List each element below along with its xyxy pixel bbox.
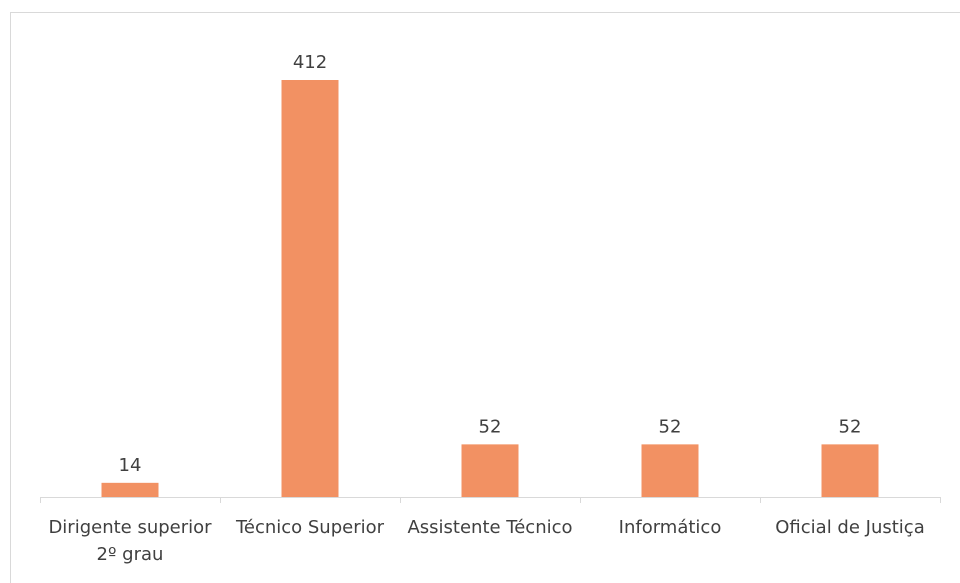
chart-frame (10, 12, 960, 583)
x-tick-label: Oficial de Justiça (775, 517, 925, 538)
x-tick-label: Dirigente superior 2º grau (48, 517, 212, 565)
x-tick-label: Técnico Superior (235, 517, 385, 538)
bar (461, 444, 519, 497)
data-label: 412 (293, 52, 327, 73)
bar (281, 80, 339, 497)
data-label: 52 (479, 416, 502, 437)
x-tick-label: Informático (618, 517, 722, 538)
bar (101, 482, 159, 497)
bar (641, 444, 699, 497)
data-label: 14 (119, 455, 142, 476)
data-label: 52 (659, 416, 682, 437)
bar (821, 444, 879, 497)
data-label: 52 (839, 416, 862, 437)
x-tick-label: Assistente Técnico (407, 517, 573, 538)
